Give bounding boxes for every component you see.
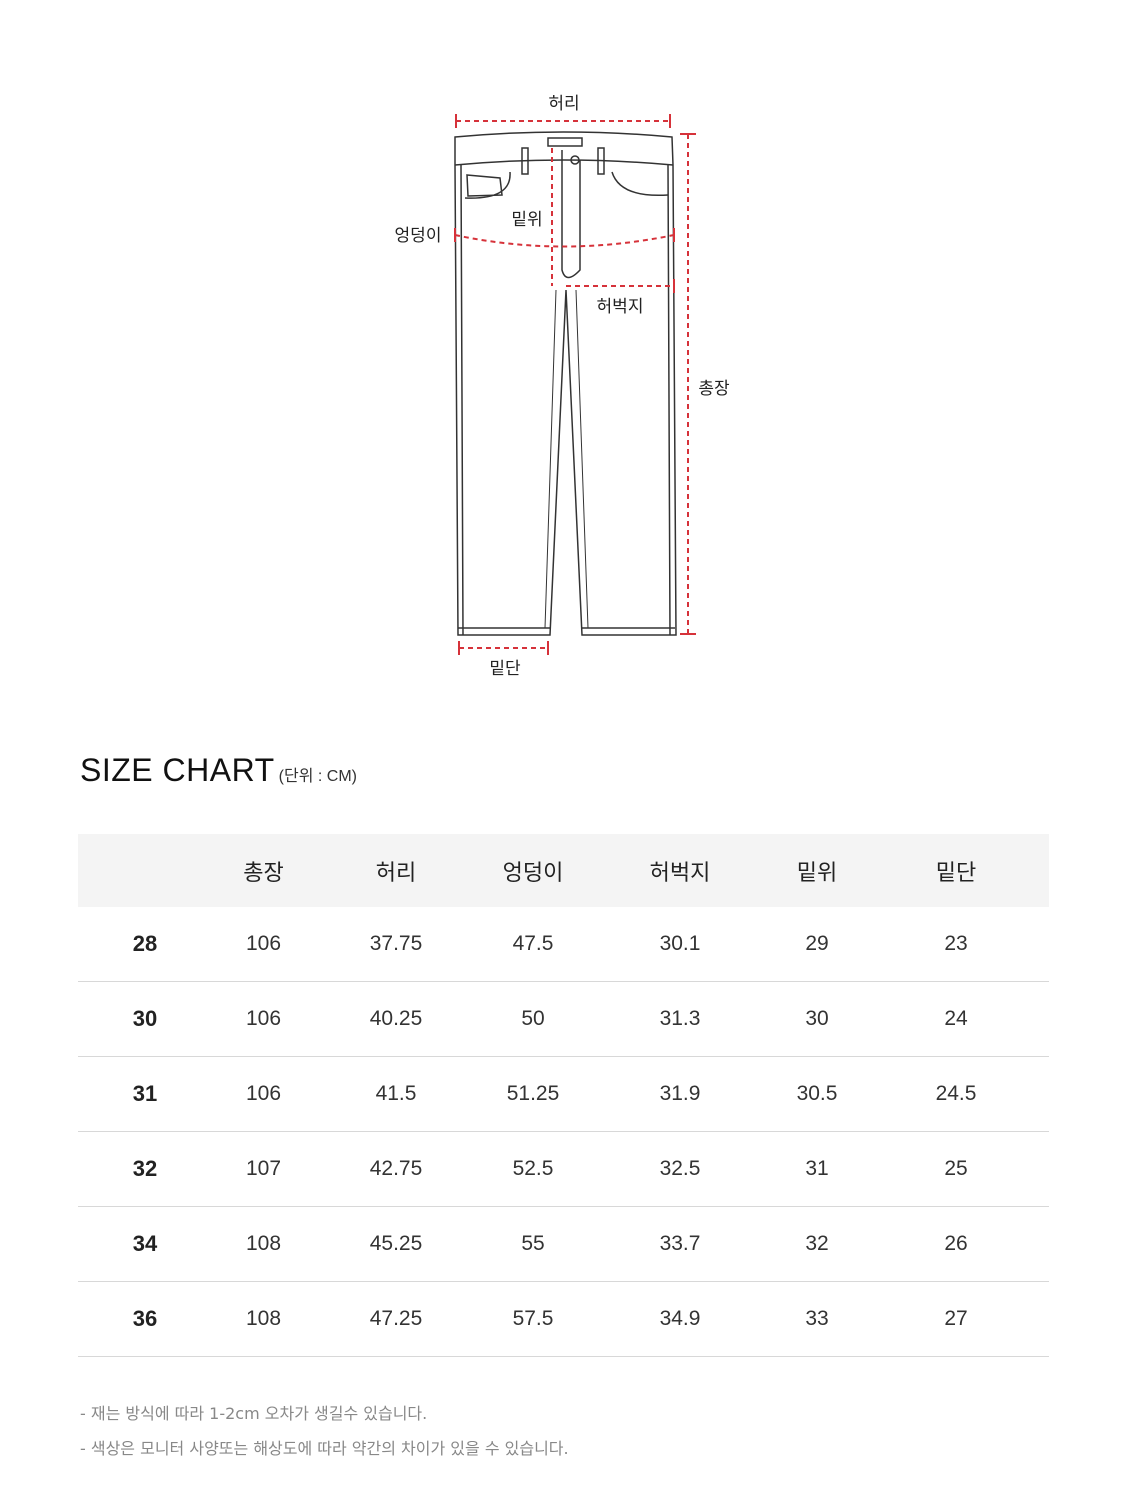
table-row: 30 106 40.25 50 31.3 30 24 [78, 981, 1049, 1057]
label-length: 총장 [698, 379, 730, 399]
value-cell: 27 [863, 1281, 1049, 1357]
title-text: SIZE CHART [80, 752, 275, 788]
pants-diagram [454, 114, 696, 655]
value-cell: 51.25 [477, 1056, 589, 1132]
value-cell: 34.9 [589, 1281, 771, 1357]
value-cell: 30.5 [771, 1056, 863, 1132]
value-cell: 47.25 [315, 1281, 477, 1357]
value-cell: 32.5 [589, 1131, 771, 1207]
table-row: 36 108 47.25 57.5 34.9 33 27 [78, 1281, 1049, 1357]
value-cell: 37.75 [315, 907, 477, 982]
value-cell: 50 [477, 981, 589, 1057]
value-cell: 55 [477, 1206, 589, 1282]
value-cell: 106 [212, 1056, 315, 1132]
unit-label: (단위 : CM) [278, 768, 357, 785]
value-cell: 33.7 [589, 1206, 771, 1282]
value-cell: 108 [212, 1281, 315, 1357]
value-cell: 24 [863, 981, 1049, 1057]
value-cell: 106 [212, 981, 315, 1057]
size-cell: 31 [78, 1056, 212, 1132]
value-cell: 40.25 [315, 981, 477, 1057]
column-header: 밑위 [771, 834, 863, 907]
value-cell: 41.5 [315, 1056, 477, 1132]
size-table: 총장 허리 엉덩이 허벅지 밑위 밑단 28 106 37.75 47.5 30.1 29 23 30 1… [78, 834, 1049, 1357]
table-row: 34 108 45.25 55 33.7 32 26 [78, 1206, 1049, 1282]
notes: - 재는 방식에 따라 1-2cm 오차가 생길수 있습니다. - 색상은 모니… [80, 1396, 569, 1466]
value-cell: 31.9 [589, 1056, 771, 1132]
hip-line [454, 234, 675, 248]
value-cell: 31 [771, 1131, 863, 1207]
value-cell: 42.75 [315, 1131, 477, 1207]
page-title: SIZE CHART (단위 : CM) [80, 752, 357, 789]
size-cell: 32 [78, 1131, 212, 1207]
table-row: 32 107 42.75 52.5 32.5 31 25 [78, 1131, 1049, 1207]
value-cell: 23 [863, 907, 1049, 982]
label-rise: 밑위 [511, 210, 543, 230]
value-cell: 57.5 [477, 1281, 589, 1357]
value-cell: 31.3 [589, 981, 771, 1057]
value-cell: 25 [863, 1131, 1049, 1207]
value-cell: 45.25 [315, 1206, 477, 1282]
note: - 재는 방식에 따라 1-2cm 오차가 생길수 있습니다. [80, 1404, 428, 1423]
note: - 색상은 모니터 사양또는 해상도에 따라 약간의 차이가 있을 수 있습니다… [80, 1439, 569, 1458]
pants-outline [454, 131, 677, 636]
column-header: 엉덩이 [477, 834, 589, 907]
label-thigh: 허벅지 [596, 297, 644, 317]
table-row: 31 106 41.5 51.25 31.9 30.5 24.5 [78, 1056, 1049, 1132]
label-hem: 밑단 [489, 659, 521, 679]
value-cell: 32 [771, 1206, 863, 1282]
value-cell: 33 [771, 1281, 863, 1357]
table-header: 총장 허리 엉덩이 허벅지 밑위 밑단 [78, 834, 1049, 907]
value-cell: 30.1 [589, 907, 771, 982]
column-header: 밑단 [863, 834, 1049, 907]
value-cell: 108 [212, 1206, 315, 1282]
column-header: 총장 [212, 834, 315, 907]
value-cell: 29 [771, 907, 863, 982]
column-header [78, 834, 212, 907]
size-cell: 30 [78, 981, 212, 1057]
size-cell: 28 [78, 907, 212, 982]
value-cell: 47.5 [477, 907, 589, 982]
value-cell: 24.5 [863, 1056, 1049, 1132]
size-cell: 36 [78, 1281, 212, 1357]
size-cell: 34 [78, 1206, 212, 1282]
value-cell: 30 [771, 981, 863, 1057]
value-cell: 26 [863, 1206, 1049, 1282]
table-row: 28 106 37.75 47.5 30.1 29 23 [78, 907, 1049, 982]
column-header: 허리 [315, 834, 477, 907]
label-hip: 엉덩이 [394, 226, 442, 246]
value-cell: 107 [212, 1131, 315, 1207]
value-cell: 106 [212, 907, 315, 982]
column-header: 허벅지 [589, 834, 771, 907]
value-cell: 52.5 [477, 1131, 589, 1207]
label-waist: 허리 [548, 94, 580, 114]
